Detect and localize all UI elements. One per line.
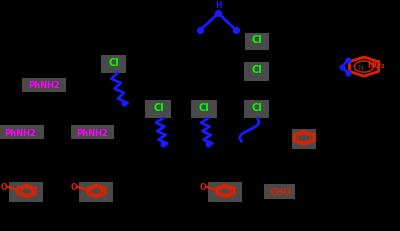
Bar <box>71 125 114 139</box>
Point <box>205 142 212 146</box>
Point <box>160 142 166 146</box>
Text: Cl: Cl <box>252 102 263 112</box>
Point <box>120 102 127 106</box>
Bar <box>101 56 126 74</box>
Bar <box>9 182 43 202</box>
Point <box>345 72 351 76</box>
Bar <box>244 63 269 81</box>
Text: PhNH2: PhNH2 <box>76 128 108 137</box>
Text: CHO: CHO <box>269 187 291 196</box>
Point <box>339 65 345 69</box>
Text: NO₂: NO₂ <box>367 61 385 70</box>
Text: Cl: Cl <box>199 102 210 112</box>
Bar <box>79 182 113 202</box>
Text: Cl: Cl <box>108 58 119 68</box>
Text: O: O <box>1 182 7 191</box>
Point <box>197 29 204 33</box>
Bar <box>292 129 316 149</box>
Text: H: H <box>215 1 222 10</box>
Point <box>233 29 239 33</box>
Text: N: N <box>357 64 363 70</box>
Bar <box>192 101 217 119</box>
Text: PhNH2: PhNH2 <box>28 81 60 90</box>
Bar <box>245 33 269 51</box>
Text: Cl: Cl <box>154 102 164 112</box>
Bar <box>264 184 295 199</box>
Point <box>345 59 351 62</box>
Bar <box>146 101 172 119</box>
Bar <box>244 101 269 119</box>
Text: Cl: Cl <box>252 35 263 45</box>
Text: O: O <box>200 182 206 191</box>
Bar <box>0 125 44 139</box>
Bar <box>22 78 66 92</box>
Text: Cl: Cl <box>252 65 263 75</box>
Point <box>215 12 222 16</box>
Text: PhNH2: PhNH2 <box>4 128 36 137</box>
Text: O: O <box>71 182 77 191</box>
Bar <box>208 182 242 202</box>
